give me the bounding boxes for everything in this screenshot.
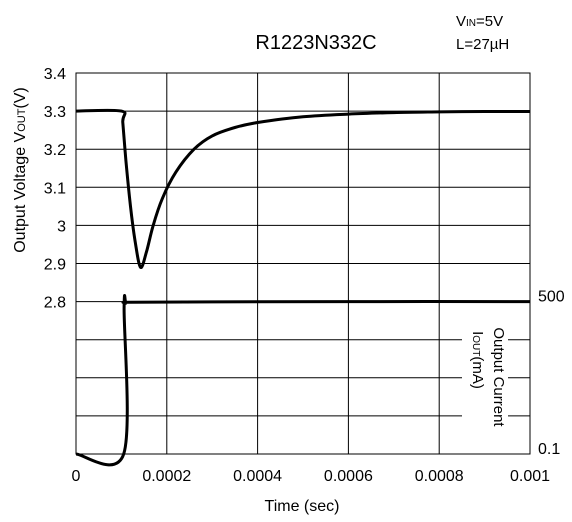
y-tick-label: 2.9	[44, 257, 66, 274]
x-tick-labels: 0 0.0002 0.0004 0.0006 0.0008 0.001	[72, 468, 551, 485]
y-axis-label: Output Voltage VOUT(V)	[12, 87, 29, 253]
output-voltage-point	[302, 116, 304, 118]
y-tick-label: 2.8	[44, 295, 66, 312]
condition-vin: VIN=5V	[456, 13, 503, 30]
output-voltage-point	[393, 112, 395, 114]
y-tick-label: 3.2	[44, 142, 66, 159]
y-tick-label: 3.1	[44, 180, 66, 197]
output-voltage-point	[257, 122, 259, 124]
output-voltage-point	[347, 113, 349, 115]
output-voltage-point	[75, 110, 77, 112]
x-tick-label: 0.0006	[324, 468, 373, 485]
y2-axis-label-line1: Output Current	[490, 327, 507, 427]
output-current-point	[529, 301, 531, 303]
output-current-point	[347, 301, 349, 303]
output-current-point	[123, 453, 125, 455]
x-axis-label: Time (sec)	[265, 498, 340, 515]
series-layer	[75, 108, 531, 467]
output-voltage-point	[120, 110, 122, 112]
output-current-point	[125, 302, 127, 304]
output-voltage-point	[234, 126, 236, 128]
output-current-point	[211, 301, 213, 303]
output-voltage-point	[122, 122, 124, 124]
y2-axis-label-line2: IOUT(mA)	[469, 331, 486, 389]
plot-frame	[75, 72, 531, 455]
output-voltage-point	[152, 224, 154, 226]
output-voltage-point	[175, 171, 177, 173]
x-tick-label: 0.001	[510, 468, 550, 485]
x-tick-label: 0.0002	[142, 468, 191, 485]
output-current-point	[75, 453, 77, 455]
output-voltage-line	[75, 108, 531, 269]
chart-title: R1223N332C	[255, 32, 376, 54]
output-current-point	[123, 307, 125, 309]
y-tick-label: 3.3	[44, 104, 66, 121]
x-tick-label: 0.0008	[415, 468, 464, 485]
output-voltage-point	[129, 205, 131, 207]
x-tick-label: 0.0004	[233, 468, 282, 485]
current-label-backdrop	[462, 308, 508, 446]
output-voltage-point	[211, 135, 213, 137]
output-voltage-point	[484, 110, 486, 112]
output-voltage-point	[125, 160, 127, 162]
output-voltage-point	[145, 251, 147, 253]
y-tick-labels: 3.4 3.3 3.2 3.1 3 2.9 2.8	[44, 66, 66, 312]
output-voltage-point	[193, 148, 195, 150]
y2-tick-label: 0.1	[538, 441, 560, 458]
output-voltage-point	[139, 266, 141, 268]
x-tick-label: 0	[72, 468, 81, 485]
condition-inductance: L=27µH	[456, 36, 509, 53]
y-tick-label: 3.4	[44, 66, 66, 83]
output-voltage-point	[134, 240, 136, 242]
y-tick-label: 3	[57, 218, 66, 235]
output-current-point	[129, 301, 131, 303]
output-voltage-point	[161, 198, 163, 200]
output-current-line	[75, 293, 531, 467]
y2-tick-labels: 500 0.1	[538, 289, 565, 458]
output-voltage-point	[438, 111, 440, 113]
y2-tick-label: 500	[538, 289, 565, 306]
output-voltage-point	[529, 110, 531, 112]
